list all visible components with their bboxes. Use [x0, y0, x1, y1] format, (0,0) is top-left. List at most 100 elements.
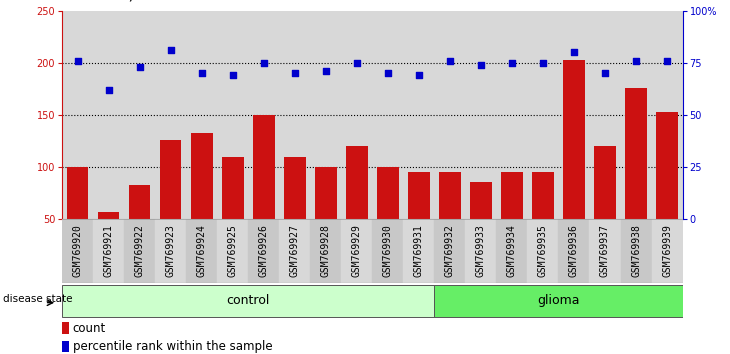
Text: GSM769935: GSM769935: [538, 224, 548, 278]
Text: GSM769938: GSM769938: [631, 224, 641, 278]
Bar: [62, 322, 69, 334]
Bar: [408, 172, 430, 219]
Bar: [284, 157, 306, 219]
Text: GSM769923: GSM769923: [166, 224, 176, 278]
Bar: [124, 219, 155, 283]
Bar: [372, 11, 404, 219]
Bar: [528, 219, 558, 283]
Text: GSM769934: GSM769934: [507, 224, 517, 278]
Text: GSM769926: GSM769926: [258, 224, 269, 278]
Bar: [310, 219, 342, 283]
Text: GSM769933: GSM769933: [476, 224, 486, 278]
Bar: [186, 219, 218, 283]
Bar: [253, 115, 274, 219]
Bar: [620, 11, 652, 219]
Point: [289, 70, 301, 76]
Bar: [279, 219, 310, 283]
Point: [351, 60, 363, 66]
Bar: [124, 11, 155, 219]
Text: GSM769922: GSM769922: [134, 224, 145, 278]
Text: count: count: [72, 321, 106, 335]
Bar: [466, 219, 496, 283]
Bar: [439, 172, 461, 219]
FancyBboxPatch shape: [434, 285, 683, 317]
Bar: [496, 11, 528, 219]
Bar: [466, 11, 496, 219]
Bar: [594, 147, 616, 219]
Bar: [155, 11, 186, 219]
Bar: [501, 172, 523, 219]
Bar: [342, 11, 372, 219]
Bar: [372, 219, 404, 283]
Point: [599, 70, 611, 76]
Text: GSM769929: GSM769929: [352, 224, 362, 278]
Bar: [93, 11, 124, 219]
Bar: [128, 185, 150, 219]
Bar: [558, 219, 590, 283]
Bar: [620, 219, 652, 283]
Bar: [62, 219, 93, 283]
Point: [72, 58, 83, 64]
Text: GSM769936: GSM769936: [569, 224, 579, 278]
Point: [165, 47, 177, 53]
Text: GDS5181 / 22386: GDS5181 / 22386: [62, 0, 188, 2]
Bar: [279, 11, 310, 219]
FancyBboxPatch shape: [62, 285, 434, 317]
Bar: [532, 172, 554, 219]
Text: GSM769939: GSM769939: [662, 224, 672, 278]
Point: [134, 64, 145, 70]
Point: [568, 50, 580, 55]
Bar: [222, 157, 244, 219]
Bar: [377, 167, 399, 219]
Text: GSM769924: GSM769924: [196, 224, 207, 278]
Bar: [62, 341, 69, 352]
Bar: [404, 11, 434, 219]
Bar: [470, 182, 492, 219]
Bar: [404, 219, 434, 283]
Text: GSM769925: GSM769925: [228, 224, 238, 278]
Point: [475, 62, 487, 68]
Bar: [590, 11, 620, 219]
Bar: [342, 219, 372, 283]
Text: GSM769921: GSM769921: [104, 224, 114, 278]
Bar: [218, 11, 248, 219]
Bar: [248, 219, 279, 283]
Bar: [315, 167, 337, 219]
Text: control: control: [226, 295, 270, 307]
Point: [320, 68, 331, 74]
Bar: [191, 133, 212, 219]
Point: [630, 58, 642, 64]
Text: GSM769927: GSM769927: [290, 224, 300, 278]
Bar: [218, 219, 248, 283]
Point: [506, 60, 518, 66]
Point: [413, 73, 425, 78]
Point: [227, 73, 239, 78]
Bar: [160, 140, 182, 219]
Bar: [155, 219, 186, 283]
Text: GSM769920: GSM769920: [72, 224, 82, 278]
Bar: [310, 11, 342, 219]
Bar: [93, 219, 124, 283]
Bar: [590, 219, 620, 283]
Point: [661, 58, 673, 64]
Point: [537, 60, 549, 66]
Bar: [434, 219, 466, 283]
Bar: [66, 167, 88, 219]
Bar: [434, 11, 466, 219]
Point: [382, 70, 393, 76]
Text: GSM769928: GSM769928: [320, 224, 331, 278]
Bar: [652, 11, 683, 219]
Bar: [528, 11, 558, 219]
Point: [103, 87, 115, 93]
Bar: [625, 88, 647, 219]
Text: GSM769931: GSM769931: [414, 224, 424, 278]
Bar: [496, 219, 528, 283]
Bar: [346, 147, 368, 219]
Text: glioma: glioma: [537, 295, 580, 307]
Text: disease state: disease state: [3, 294, 72, 304]
Text: GSM769937: GSM769937: [600, 224, 610, 278]
Point: [258, 60, 269, 66]
Bar: [656, 112, 678, 219]
Bar: [186, 11, 218, 219]
Bar: [62, 11, 93, 219]
